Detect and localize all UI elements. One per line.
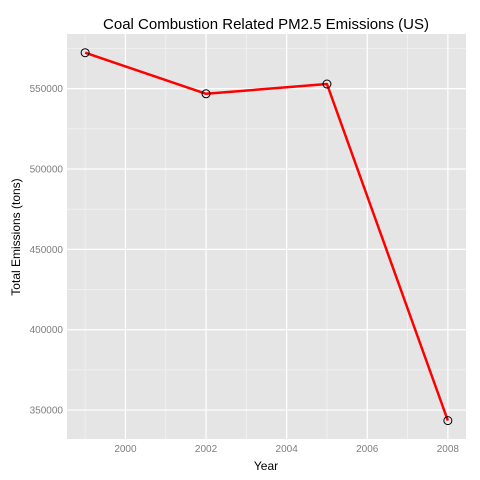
- y-tick-label: 550000: [30, 84, 64, 95]
- data-point: [322, 79, 332, 89]
- x-tick-label: 2002: [195, 444, 218, 455]
- data-point: [201, 89, 211, 99]
- y-tick-label: 500000: [30, 165, 64, 176]
- data-point: [443, 416, 453, 426]
- series-line-0: [84, 51, 450, 422]
- points-layer: [80, 48, 453, 426]
- y-axis-title: Total Emissions (tons): [9, 178, 23, 295]
- chart-title: Coal Combustion Related PM2.5 Emissions …: [103, 16, 429, 33]
- major-gridlines: [67, 34, 466, 439]
- y-tick-label: 400000: [30, 325, 64, 336]
- x-axis-title: Year: [254, 459, 278, 473]
- data-point: [80, 48, 90, 58]
- x-tick-label: 2008: [437, 444, 460, 455]
- x-tick-labels: 2000 2002 2004 2006 2008: [114, 444, 459, 455]
- plot-panel: [67, 34, 466, 439]
- y-tick-labels: 350000 400000 450000 500000 550000: [30, 84, 64, 416]
- series-layer: [84, 51, 450, 422]
- minor-gridlines: [67, 34, 466, 439]
- y-tick-label: 450000: [30, 245, 64, 256]
- y-tick-label: 350000: [30, 406, 64, 417]
- x-tick-label: 2000: [114, 444, 137, 455]
- x-tick-label: 2004: [276, 444, 299, 455]
- x-tick-label: 2006: [356, 444, 379, 455]
